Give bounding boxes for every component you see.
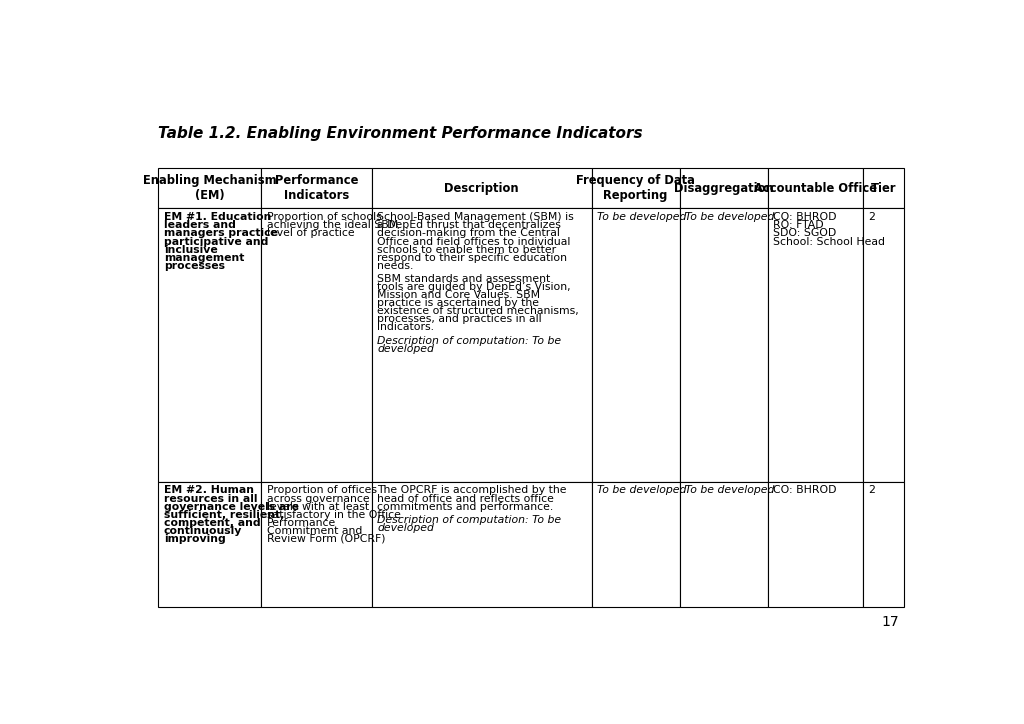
- Bar: [261, 209, 372, 481]
- Text: processes: processes: [164, 261, 224, 271]
- Text: Table 1.2. Enabling Environment Performance Indicators: Table 1.2. Enabling Environment Performa…: [158, 126, 643, 141]
- Text: To be developed: To be developed: [685, 486, 774, 495]
- Bar: [680, 168, 768, 209]
- Text: To be developed: To be developed: [597, 486, 686, 495]
- Text: To be developed: To be developed: [597, 212, 686, 222]
- Text: Commitment and: Commitment and: [266, 526, 362, 536]
- Bar: [372, 168, 592, 209]
- Bar: [863, 209, 904, 481]
- Bar: [372, 209, 592, 481]
- Bar: [768, 481, 863, 607]
- Bar: [261, 481, 372, 607]
- Text: level of practice: level of practice: [266, 229, 354, 238]
- Text: Frequency of Data
Reporting: Frequency of Data Reporting: [577, 174, 695, 202]
- Text: decision-making from the Central: decision-making from the Central: [377, 229, 560, 238]
- Text: School-Based Management (SBM) is: School-Based Management (SBM) is: [377, 212, 573, 222]
- Bar: [261, 168, 372, 209]
- Bar: [768, 209, 863, 481]
- Text: 17: 17: [882, 615, 899, 628]
- Text: leaders and: leaders and: [164, 220, 236, 230]
- Bar: [680, 481, 768, 607]
- Text: Description of computation: To be: Description of computation: To be: [377, 515, 561, 525]
- Text: Review Form (OPCRF): Review Form (OPCRF): [266, 534, 385, 544]
- Text: EM #1. Education: EM #1. Education: [164, 212, 271, 222]
- Text: commitments and performance.: commitments and performance.: [377, 502, 553, 512]
- Bar: [768, 168, 863, 209]
- Bar: [680, 209, 768, 481]
- Text: Performance: Performance: [266, 518, 336, 528]
- Bar: [158, 209, 261, 481]
- Text: achieving the ideal SBM: achieving the ideal SBM: [266, 220, 398, 230]
- Text: School: School Head: School: School Head: [773, 237, 885, 247]
- Text: Accountable Office: Accountable Office: [754, 182, 877, 195]
- Bar: [592, 168, 680, 209]
- Text: management: management: [164, 253, 244, 263]
- Text: indicators.: indicators.: [377, 322, 434, 332]
- Text: developed: developed: [377, 344, 434, 353]
- Text: 2: 2: [868, 486, 876, 495]
- Text: CO: BHROD: CO: BHROD: [773, 486, 837, 495]
- Text: continuously: continuously: [164, 526, 242, 536]
- Text: schools to enable them to better: schools to enable them to better: [377, 245, 556, 255]
- Text: Proportion of schools: Proportion of schools: [266, 212, 381, 222]
- Text: processes, and practices in all: processes, and practices in all: [377, 314, 542, 324]
- Text: improving: improving: [164, 534, 225, 544]
- Text: across governance: across governance: [266, 494, 370, 504]
- Text: inclusive: inclusive: [164, 245, 217, 255]
- Text: SBM standards and assessment: SBM standards and assessment: [377, 274, 550, 284]
- Text: managers practice: managers practice: [164, 229, 278, 238]
- Text: developed: developed: [377, 523, 434, 533]
- Text: competent, and: competent, and: [164, 518, 260, 528]
- Text: Mission and Core Values. SBM: Mission and Core Values. SBM: [377, 290, 541, 300]
- Text: SDO: SGOD: SDO: SGOD: [773, 229, 837, 238]
- Text: head of office and reflects office: head of office and reflects office: [377, 494, 554, 504]
- Bar: [863, 481, 904, 607]
- Text: participative and: participative and: [164, 237, 268, 247]
- Bar: [158, 168, 261, 209]
- Bar: [592, 209, 680, 481]
- Text: needs.: needs.: [377, 261, 414, 271]
- Bar: [372, 481, 592, 607]
- Text: levels with at least: levels with at least: [266, 502, 369, 512]
- Text: governance levels are: governance levels are: [164, 502, 299, 512]
- Text: Disaggregation: Disaggregation: [674, 182, 773, 195]
- Text: RO: FTAD: RO: FTAD: [773, 220, 823, 230]
- Text: resources in all: resources in all: [164, 494, 257, 504]
- Text: sufficient, resilient,: sufficient, resilient,: [164, 510, 284, 520]
- Text: tools are guided by DepEd’s Vision,: tools are guided by DepEd’s Vision,: [377, 282, 570, 292]
- Bar: [592, 481, 680, 607]
- Text: Performance
Indicators: Performance Indicators: [274, 174, 358, 202]
- Text: CO: BHROD: CO: BHROD: [773, 212, 837, 222]
- Text: Office and field offices to individual: Office and field offices to individual: [377, 237, 570, 247]
- Text: To be developed: To be developed: [685, 212, 774, 222]
- Text: Description: Description: [444, 182, 519, 195]
- Bar: [158, 481, 261, 607]
- Text: Tier: Tier: [870, 182, 896, 195]
- Text: existence of structured mechanisms,: existence of structured mechanisms,: [377, 306, 579, 316]
- Text: practice is ascertained by the: practice is ascertained by the: [377, 298, 539, 308]
- Text: 2: 2: [868, 212, 876, 222]
- Text: Enabling Mechanism
(EM): Enabling Mechanism (EM): [142, 174, 276, 202]
- Text: Description of computation: To be: Description of computation: To be: [377, 335, 561, 345]
- Text: satisfactory in the Office: satisfactory in the Office: [266, 510, 400, 520]
- Text: Proportion of offices: Proportion of offices: [266, 486, 377, 495]
- Bar: [863, 168, 904, 209]
- Text: a DepEd thrust that decentralizes: a DepEd thrust that decentralizes: [377, 220, 561, 230]
- Text: The OPCRF is accomplished by the: The OPCRF is accomplished by the: [377, 486, 566, 495]
- Text: respond to their specific education: respond to their specific education: [377, 253, 567, 263]
- Text: EM #2. Human: EM #2. Human: [164, 486, 254, 495]
